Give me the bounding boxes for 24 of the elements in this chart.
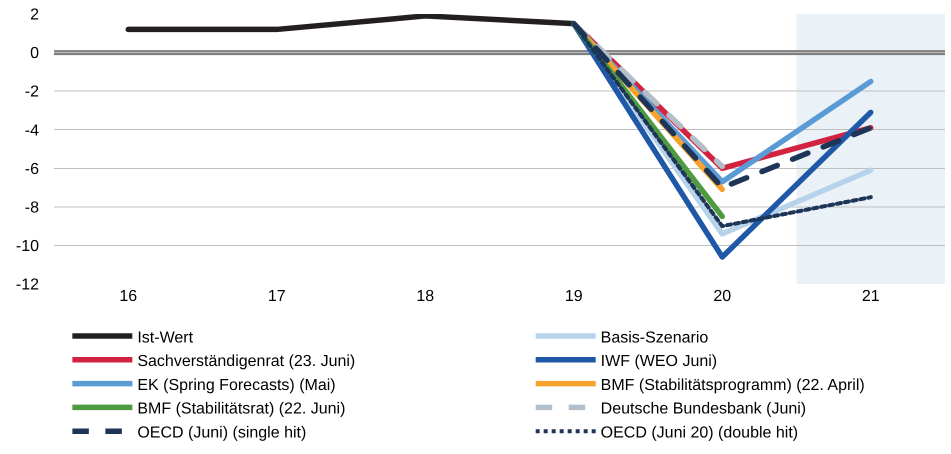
legend-label: OECD (Juni 20) (double hit) [600,424,798,442]
legend-label: Sachverständigenrat (23. Juni) [137,353,356,370]
x-tick-label: 19 [564,288,583,305]
y-tick-label: 2 [30,6,40,24]
y-tick-label: -8 [24,199,40,216]
legend-label: EK (Spring Forecasts) (Mai) [137,376,336,394]
legend-label: OECD (Juni) (single hit) [137,424,306,442]
legend-label: Ist-Wert [137,329,194,346]
legend-label: Deutsche Bundesbank (Juni) [600,400,806,418]
legend-label: BMF (Stabilitätsprogramm) (22. April) [600,376,865,394]
legend-label: Basis-Szenario [600,329,708,346]
y-tick-label: -10 [16,238,40,256]
x-tick-label: 20 [713,288,732,305]
y-tick-label: -4 [24,122,40,140]
x-tick-label: 21 [862,288,880,305]
y-tick-label: 0 [30,45,40,62]
y-tick-label: -12 [16,276,40,294]
x-tick-label: 17 [268,288,286,305]
x-tick-label: 16 [119,288,138,305]
y-tick-label: -6 [24,160,40,178]
x-tick-label: 18 [416,288,434,305]
legend-label: BMF (Stabilitätsrat) (22. Juni) [137,400,346,418]
legend-label: IWF (WEO Juni) [600,353,718,370]
y-tick-label: -2 [24,84,40,101]
